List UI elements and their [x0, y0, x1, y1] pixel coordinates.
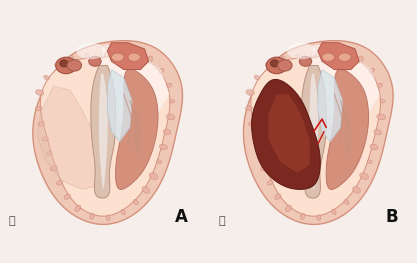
Polygon shape — [107, 43, 148, 70]
Ellipse shape — [42, 137, 48, 141]
Ellipse shape — [69, 55, 74, 63]
Ellipse shape — [169, 99, 175, 103]
Ellipse shape — [116, 49, 122, 59]
Ellipse shape — [106, 215, 110, 221]
Ellipse shape — [128, 53, 141, 61]
Ellipse shape — [142, 186, 150, 193]
Ellipse shape — [377, 83, 382, 87]
Ellipse shape — [278, 60, 292, 71]
Ellipse shape — [322, 53, 334, 61]
Polygon shape — [99, 74, 108, 189]
Ellipse shape — [166, 83, 172, 87]
Ellipse shape — [327, 49, 333, 59]
Ellipse shape — [261, 165, 268, 171]
Ellipse shape — [246, 90, 254, 95]
Ellipse shape — [75, 205, 81, 212]
Text: A: A — [175, 209, 188, 226]
Ellipse shape — [253, 137, 259, 141]
Ellipse shape — [121, 209, 126, 215]
Text: B: B — [386, 209, 399, 226]
Ellipse shape — [133, 50, 138, 59]
Polygon shape — [318, 43, 359, 70]
Ellipse shape — [60, 60, 68, 67]
Ellipse shape — [317, 215, 321, 221]
Ellipse shape — [344, 200, 349, 205]
Ellipse shape — [133, 200, 138, 205]
Ellipse shape — [332, 209, 336, 215]
Polygon shape — [318, 70, 343, 142]
Ellipse shape — [300, 213, 305, 219]
Polygon shape — [37, 86, 103, 189]
Ellipse shape — [159, 68, 164, 73]
Text: 米: 米 — [219, 216, 226, 226]
Ellipse shape — [159, 144, 167, 150]
Ellipse shape — [374, 129, 382, 135]
Polygon shape — [309, 74, 318, 189]
Ellipse shape — [257, 151, 263, 155]
Ellipse shape — [271, 60, 279, 67]
Ellipse shape — [90, 213, 94, 219]
Polygon shape — [310, 45, 380, 127]
Ellipse shape — [360, 173, 369, 179]
Ellipse shape — [286, 205, 291, 212]
Ellipse shape — [35, 106, 42, 110]
Ellipse shape — [311, 52, 316, 58]
Ellipse shape — [163, 129, 171, 135]
Ellipse shape — [367, 160, 372, 164]
Ellipse shape — [275, 194, 281, 199]
Ellipse shape — [299, 56, 312, 66]
Polygon shape — [251, 79, 320, 189]
Ellipse shape — [35, 90, 44, 95]
Ellipse shape — [246, 106, 253, 110]
Ellipse shape — [55, 63, 60, 69]
Ellipse shape — [343, 50, 349, 59]
Ellipse shape — [296, 54, 299, 59]
Ellipse shape — [266, 57, 287, 74]
Ellipse shape — [280, 55, 285, 63]
Text: 米: 米 — [8, 216, 15, 226]
Polygon shape — [244, 41, 393, 224]
Ellipse shape — [89, 56, 101, 66]
Ellipse shape — [85, 54, 89, 59]
Ellipse shape — [56, 57, 76, 74]
Ellipse shape — [380, 99, 385, 103]
Ellipse shape — [111, 53, 124, 61]
Polygon shape — [107, 70, 132, 142]
Polygon shape — [269, 94, 310, 173]
Ellipse shape — [166, 114, 175, 120]
Ellipse shape — [76, 43, 105, 59]
Ellipse shape — [44, 75, 49, 80]
Polygon shape — [251, 56, 380, 216]
Ellipse shape — [339, 53, 351, 61]
Polygon shape — [326, 69, 369, 189]
Polygon shape — [91, 65, 116, 198]
Ellipse shape — [267, 180, 273, 185]
Ellipse shape — [67, 60, 82, 71]
Ellipse shape — [369, 68, 374, 73]
Ellipse shape — [357, 56, 363, 63]
Ellipse shape — [64, 194, 70, 199]
Ellipse shape — [265, 63, 271, 69]
Ellipse shape — [287, 43, 316, 59]
Ellipse shape — [57, 180, 63, 185]
Polygon shape — [40, 56, 170, 216]
Ellipse shape — [370, 144, 378, 150]
Ellipse shape — [38, 122, 45, 126]
Ellipse shape — [254, 75, 260, 80]
Polygon shape — [301, 65, 326, 198]
Ellipse shape — [377, 114, 385, 120]
Ellipse shape — [157, 160, 162, 164]
Ellipse shape — [249, 122, 255, 126]
Ellipse shape — [47, 151, 52, 155]
Polygon shape — [99, 45, 169, 127]
Ellipse shape — [352, 186, 360, 193]
Ellipse shape — [149, 173, 158, 179]
Ellipse shape — [50, 165, 58, 171]
Ellipse shape — [147, 56, 153, 63]
Ellipse shape — [101, 52, 105, 58]
Polygon shape — [116, 69, 158, 189]
Polygon shape — [33, 41, 183, 224]
